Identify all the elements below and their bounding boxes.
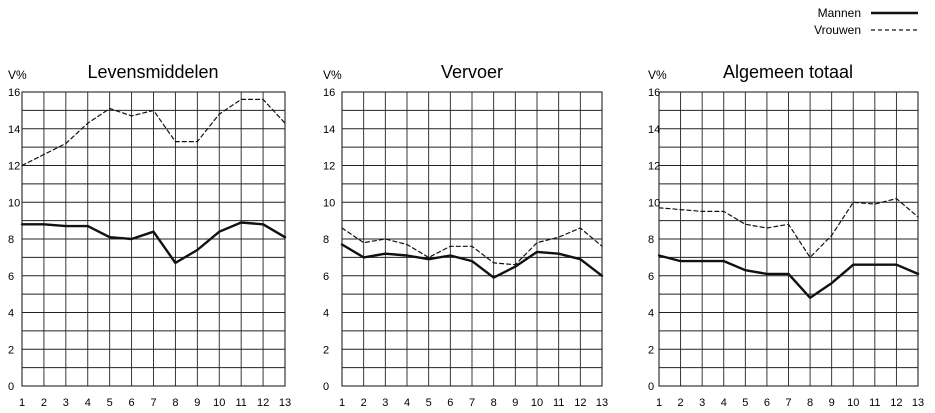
series-line-vrouwen-vervoer: [341, 227, 603, 266]
x-tick-label: 1: [19, 397, 25, 409]
x-tick-label: 1: [656, 397, 662, 409]
x-tick-label: 3: [699, 397, 705, 409]
y-tick-label: 6: [8, 271, 14, 283]
x-tick-label: 13: [912, 397, 924, 409]
x-tick-label: 6: [447, 397, 453, 409]
x-tick-label: 2: [41, 397, 47, 409]
x-tick-label: 2: [361, 397, 367, 409]
x-tick-label: 8: [491, 397, 497, 409]
series-line-mannen-vervoer: [340, 243, 604, 279]
x-tick-label: 11: [553, 397, 564, 409]
y-tick-label: 6: [323, 271, 329, 283]
legend: Mannen Vrouwen: [814, 6, 918, 37]
y-tick-label: 12: [323, 161, 335, 173]
series-line-vrouwen-levensmiddelen: [21, 98, 286, 167]
y-tick-label: 4: [648, 308, 654, 320]
x-tick-label: 5: [107, 397, 113, 409]
x-tick-label: 3: [63, 397, 69, 409]
y-tick-label: 8: [8, 234, 14, 246]
legend-label-vrouwen: Vrouwen: [814, 23, 861, 37]
x-tick-label: 4: [404, 397, 410, 409]
series-line-vrouwen-algemeen-totaal: [658, 198, 919, 258]
y-tick-label: 2: [323, 344, 329, 356]
x-tick-label: 4: [85, 397, 91, 409]
x-tick-label: 10: [531, 397, 543, 409]
y-tick-label: 16: [8, 87, 20, 99]
x-tick-label: 8: [807, 397, 813, 409]
x-tick-label: 12: [574, 397, 586, 409]
plot-frame: [341, 91, 603, 387]
panel-title-vervoer: Vervoer: [441, 62, 503, 82]
x-tick-label: 5: [426, 397, 432, 409]
x-tick-label: 7: [785, 397, 791, 409]
x-tick-label: 8: [172, 397, 178, 409]
panel-title-levensmiddelen: Levensmiddelen: [87, 62, 218, 82]
x-tick-label: 5: [742, 397, 748, 409]
x-tick-label: 9: [194, 397, 200, 409]
y-tick-label: 8: [323, 234, 329, 246]
y-tick-label: 10: [8, 197, 20, 209]
y-tick-label: 10: [648, 197, 660, 209]
x-tick-label: 4: [721, 397, 727, 409]
y-tick-label: 12: [648, 161, 660, 173]
series-line-mannen-levensmiddelen: [20, 221, 287, 265]
x-tick-label: 11: [869, 397, 880, 409]
plot-frame: [21, 91, 286, 387]
legend-label-mannen: Mannen: [818, 6, 861, 20]
y-tick-label: 16: [648, 87, 660, 99]
x-tick-label: 9: [512, 397, 518, 409]
y-axis-label-algemeen-totaal: V%: [648, 68, 667, 82]
x-tick-label: 13: [279, 397, 291, 409]
y-tick-label: 4: [323, 308, 329, 320]
x-tick-label: 6: [129, 397, 135, 409]
y-tick-label: 4: [8, 308, 14, 320]
y-tick-label: 14: [648, 124, 660, 136]
x-tick-label: 7: [150, 397, 156, 409]
y-tick-label: 0: [323, 381, 329, 393]
x-tick-label: 7: [469, 397, 475, 409]
x-tick-label: 1: [339, 397, 345, 409]
x-tick-label: 10: [847, 397, 859, 409]
x-tick-label: 2: [678, 397, 684, 409]
x-tick-label: 10: [213, 397, 225, 409]
y-tick-label: 2: [648, 344, 654, 356]
x-tick-label: 3: [382, 397, 388, 409]
y-tick-label: 16: [323, 87, 335, 99]
y-axis-label-vervoer: V%: [323, 68, 342, 82]
series-line-mannen-algemeen-totaal: [657, 254, 920, 299]
y-axis-label-levensmiddelen: V%: [8, 68, 27, 82]
x-tick-label: 11: [235, 397, 246, 409]
y-tick-label: 0: [8, 381, 14, 393]
plot-frame: [658, 91, 919, 387]
x-tick-label: 9: [829, 397, 835, 409]
x-tick-label: 12: [257, 397, 269, 409]
y-tick-label: 8: [648, 234, 654, 246]
x-tick-label: 6: [764, 397, 770, 409]
panel-title-algemeen-totaal: Algemeen totaal: [723, 62, 853, 82]
y-tick-label: 14: [323, 124, 335, 136]
y-tick-label: 10: [323, 197, 335, 209]
y-tick-label: 12: [8, 161, 20, 173]
y-tick-label: 14: [8, 124, 20, 136]
y-tick-label: 2: [8, 344, 14, 356]
x-tick-label: 12: [890, 397, 902, 409]
y-tick-label: 0: [648, 381, 654, 393]
y-tick-label: 6: [648, 271, 654, 283]
x-tick-label: 13: [596, 397, 608, 409]
